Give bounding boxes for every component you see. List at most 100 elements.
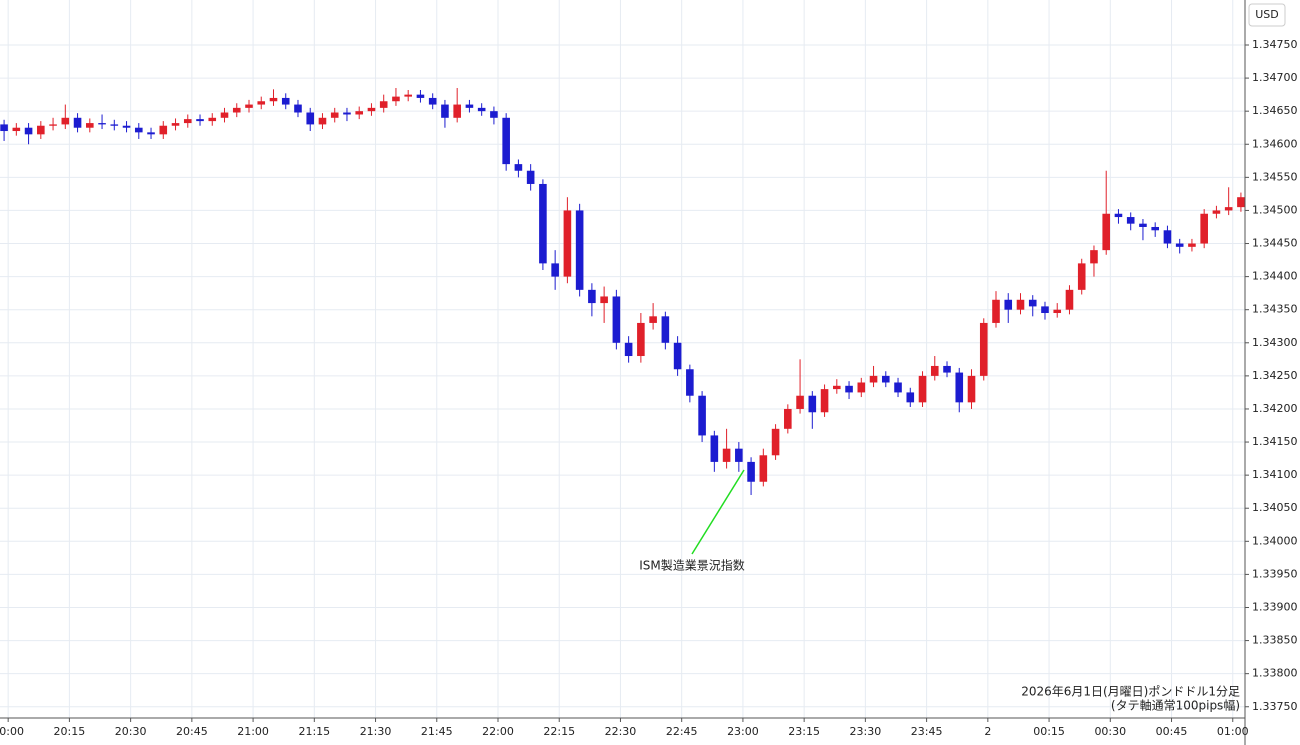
candle-body bbox=[857, 382, 866, 393]
candle-body bbox=[747, 461, 755, 482]
candle-body bbox=[12, 127, 21, 132]
x-tick-label: 22:45 bbox=[666, 725, 698, 738]
y-tick-label: 1.33900 bbox=[1252, 600, 1298, 613]
candle-body bbox=[441, 104, 449, 118]
x-tick-label: 21:45 bbox=[421, 725, 453, 738]
plot-area bbox=[0, 0, 1245, 718]
candle-body bbox=[404, 94, 412, 97]
candle-body bbox=[1114, 213, 1123, 218]
candle-body bbox=[845, 385, 853, 393]
y-tick-label: 1.34000 bbox=[1252, 534, 1298, 547]
candle-body bbox=[612, 296, 621, 343]
y-tick-label: 1.34400 bbox=[1252, 270, 1298, 283]
candle-body bbox=[86, 123, 94, 128]
y-tick-label: 1.34450 bbox=[1252, 237, 1298, 250]
y-tick-label: 1.34300 bbox=[1252, 336, 1298, 349]
footer-note: (タテ軸通常100pips幅) bbox=[1111, 698, 1240, 713]
x-tick-label: 22:15 bbox=[543, 725, 575, 738]
candle-body bbox=[281, 97, 290, 105]
candle-body bbox=[1016, 299, 1025, 310]
candle-body bbox=[600, 296, 608, 304]
candle-body bbox=[1237, 197, 1245, 208]
candle-body bbox=[833, 385, 841, 390]
candle-body bbox=[735, 448, 743, 462]
x-tick-label: 21:15 bbox=[298, 725, 330, 738]
candle-body bbox=[551, 263, 559, 277]
candle-body bbox=[1175, 243, 1184, 247]
candle-body bbox=[477, 107, 486, 112]
candle-body bbox=[245, 104, 253, 108]
candle-body bbox=[588, 289, 596, 304]
x-tick-label: 01:00 bbox=[1217, 725, 1249, 738]
candle-body bbox=[1077, 263, 1086, 290]
candle-body bbox=[514, 164, 523, 171]
candle-body bbox=[539, 183, 547, 264]
unit-badge bbox=[1248, 3, 1286, 27]
y-tick-label: 1.34150 bbox=[1252, 435, 1298, 448]
candle-body bbox=[955, 372, 964, 403]
x-tick-label: 22:30 bbox=[605, 725, 637, 738]
candle-body bbox=[392, 96, 400, 102]
candle-body bbox=[967, 375, 976, 403]
candle-body bbox=[771, 428, 780, 456]
candle-body bbox=[1004, 299, 1013, 310]
candle-body bbox=[159, 125, 168, 135]
annotation-pointer bbox=[691, 469, 745, 555]
candle-body bbox=[318, 117, 327, 125]
y-tick-label: 1.34050 bbox=[1252, 501, 1298, 514]
candle-body bbox=[722, 448, 731, 462]
candle-body bbox=[808, 395, 817, 413]
candle-body bbox=[918, 375, 927, 403]
candle-body bbox=[269, 97, 278, 102]
price-axis-panel bbox=[1245, 0, 1300, 745]
candle-body bbox=[306, 112, 315, 125]
candle-body bbox=[122, 125, 131, 128]
y-tick-label: 1.34600 bbox=[1252, 137, 1298, 150]
candle-body bbox=[881, 375, 890, 383]
x-tick-label: 20:30 bbox=[115, 725, 147, 738]
candle-body bbox=[979, 322, 988, 376]
candle-body bbox=[367, 107, 376, 112]
candle-body bbox=[759, 455, 768, 482]
candle-body bbox=[1163, 230, 1172, 244]
candle-body bbox=[1212, 210, 1221, 214]
candle-body bbox=[343, 112, 351, 115]
y-tick-label: 1.34550 bbox=[1252, 170, 1298, 183]
candle-body bbox=[1126, 217, 1135, 224]
candle-body bbox=[1188, 243, 1196, 247]
x-tick-label: 20:00 bbox=[0, 725, 24, 738]
candle-body bbox=[24, 127, 33, 135]
candle-body bbox=[490, 111, 498, 118]
candle-body bbox=[257, 101, 266, 105]
candle-body bbox=[294, 104, 302, 113]
candle-body bbox=[1200, 213, 1208, 244]
y-tick-label: 1.34250 bbox=[1252, 369, 1298, 382]
candle-body bbox=[943, 365, 951, 373]
x-tick-label: 21:00 bbox=[237, 725, 269, 738]
candle-body bbox=[673, 342, 682, 370]
candle-body bbox=[171, 123, 180, 126]
candle-body bbox=[428, 97, 437, 105]
candle-body bbox=[183, 119, 192, 124]
candle-body bbox=[232, 107, 241, 113]
y-tick-label: 1.34750 bbox=[1252, 38, 1298, 51]
candle-body bbox=[196, 119, 204, 122]
x-tick-label: 22:00 bbox=[482, 725, 514, 738]
annotation: ISM製造業景況指数 bbox=[639, 558, 745, 573]
x-tick-label: 23:00 bbox=[727, 725, 759, 738]
candle-body bbox=[1065, 289, 1074, 310]
candle-body bbox=[0, 124, 8, 132]
candle-body bbox=[37, 125, 45, 135]
candle-body bbox=[686, 369, 694, 396]
y-tick-label: 1.33750 bbox=[1252, 700, 1298, 713]
candle-body bbox=[661, 316, 670, 343]
y-tick-label: 1.33800 bbox=[1252, 667, 1298, 680]
candle-body bbox=[820, 389, 829, 413]
y-tick-label: 1.34100 bbox=[1252, 468, 1298, 481]
candle-body bbox=[1090, 250, 1098, 264]
candle-body bbox=[1102, 213, 1111, 251]
x-tick-label: 00:45 bbox=[1156, 725, 1188, 738]
footer-note: 2026年6月1日(月曜日)ポンドドル1分足 bbox=[1021, 685, 1240, 699]
